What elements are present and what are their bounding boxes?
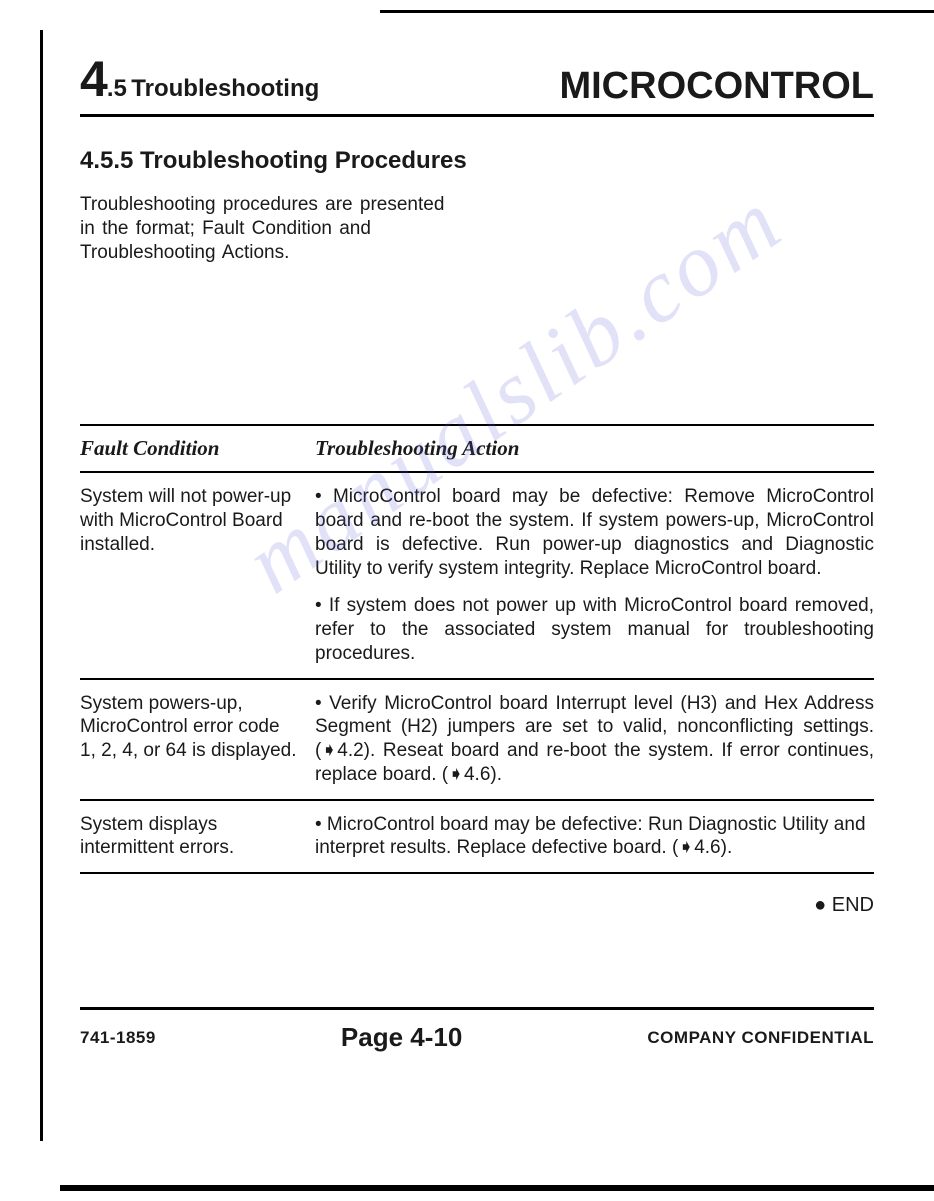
action-text: • MicroControl board may be defective: R… <box>315 813 874 861</box>
page-footer: 741-1859 Page 4-10 COMPANY CONFIDENTIAL <box>80 1010 874 1053</box>
column-header-action: Troubleshooting Action <box>315 436 874 461</box>
fault-text: System will not power-up with MicroContr… <box>80 485 300 556</box>
column-header-fault: Fault Condition <box>80 436 315 461</box>
top-rule <box>380 10 934 13</box>
action-cell: • Verify MicroControl board Interrupt le… <box>315 692 874 787</box>
section-heading: 4.5 Troubleshooting <box>80 50 319 108</box>
intro-paragraph: Troubleshooting procedures are presented… <box>80 193 450 264</box>
section-number: 4 <box>80 51 107 107</box>
section-label: Troubleshooting <box>131 75 319 102</box>
fault-text: System powers-up, MicroControl error cod… <box>80 692 300 763</box>
table-row: System powers-up, MicroControl error cod… <box>80 680 874 801</box>
footer-doc-number: 741-1859 <box>80 1028 156 1048</box>
table-header-row: Fault Condition Troubleshooting Action <box>80 424 874 473</box>
bottom-bar <box>60 1185 934 1191</box>
table-row: System displays intermittent errors. • M… <box>80 801 874 875</box>
section-decimal: .5 <box>107 75 127 102</box>
fault-cell: System will not power-up with MicroContr… <box>80 485 315 665</box>
footer-page-number: Page 4-10 <box>341 1022 462 1053</box>
spacer <box>80 264 874 424</box>
page-header: 4.5 Troubleshooting MICROCONTROL <box>80 50 874 117</box>
left-rule <box>40 30 43 1141</box>
fault-text: System displays intermittent errors. <box>80 813 300 861</box>
end-marker: ● END <box>80 894 874 917</box>
page-container: manualslib.com 4.5 Troubleshooting MICRO… <box>0 0 934 1201</box>
footer-confidential: COMPANY CONFIDENTIAL <box>647 1028 874 1048</box>
action-cell: • MicroControl board may be defective: R… <box>315 485 874 665</box>
table-row: System will not power-up with MicroContr… <box>80 473 874 679</box>
action-text: • Verify MicroControl board Interrupt le… <box>315 692 874 787</box>
fault-cell: System displays intermittent errors. <box>80 813 315 861</box>
document-title: MICROCONTROL <box>559 65 874 108</box>
action-text: • MicroControl board may be defective: R… <box>315 485 874 580</box>
subheading: 4.5.5 Troubleshooting Procedures <box>80 147 874 175</box>
troubleshooting-table: Fault Condition Troubleshooting Action S… <box>80 424 874 874</box>
fault-cell: System powers-up, MicroControl error cod… <box>80 692 315 787</box>
action-cell: • MicroControl board may be defective: R… <box>315 813 874 861</box>
action-text: • If system does not power up with Micro… <box>315 594 874 665</box>
